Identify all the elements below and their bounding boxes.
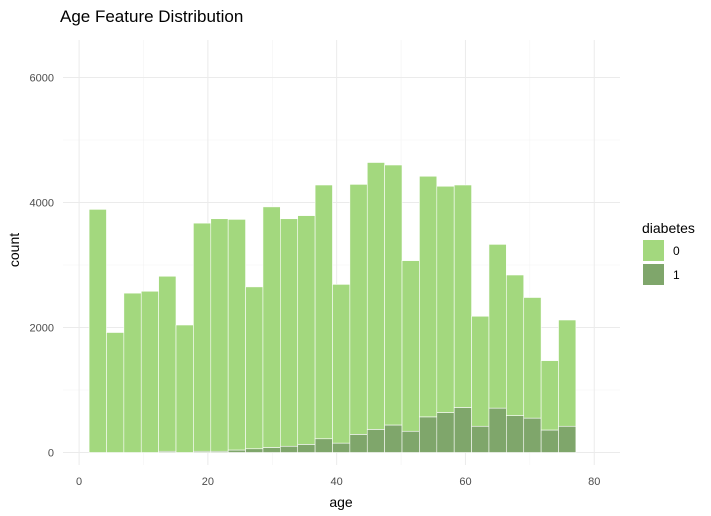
legend-label-0: 0: [673, 244, 680, 258]
bar-diabetes-0: [262, 206, 281, 448]
bar-diabetes-0: [540, 360, 559, 431]
bar-diabetes-0: [106, 332, 125, 453]
bars: [88, 162, 577, 453]
bar-diabetes-1: [506, 415, 525, 453]
bar-diabetes-0: [471, 315, 490, 427]
bar-diabetes-0: [297, 215, 316, 445]
bar-diabetes-0: [523, 297, 542, 419]
bar-diabetes-1: [453, 407, 472, 453]
x-tick-label: 0: [76, 476, 82, 488]
bar-diabetes-0: [227, 219, 246, 451]
bar-diabetes-1: [280, 445, 299, 453]
legend: diabetes 0 1: [642, 220, 695, 285]
bar-diabetes-0: [245, 286, 264, 450]
legend-title: diabetes: [642, 220, 695, 236]
bar-diabetes-1: [332, 442, 351, 453]
x-tick-label: 60: [459, 476, 471, 488]
x-tick-label: 20: [202, 476, 214, 488]
bar-diabetes-0: [453, 184, 472, 408]
bar-diabetes-0: [419, 175, 438, 418]
bar-diabetes-0: [175, 324, 194, 453]
bar-diabetes-1: [297, 444, 316, 453]
x-tick-label: 40: [331, 476, 343, 488]
bar-diabetes-1: [471, 425, 490, 453]
bar-diabetes-1: [227, 449, 246, 453]
bar-diabetes-1: [262, 447, 281, 453]
bar-diabetes-1: [401, 430, 420, 453]
y-tick-label: 4000: [30, 198, 54, 210]
x-axis-label: age: [329, 494, 353, 510]
y-tick-label: 0: [48, 448, 54, 460]
y-axis-label: count: [6, 233, 22, 267]
bar-diabetes-1: [314, 438, 333, 453]
bar-diabetes-0: [366, 162, 385, 430]
legend-label-1: 1: [673, 268, 680, 282]
y-tick-labels: 0 2000 4000 6000: [30, 73, 54, 460]
bar-diabetes-0: [193, 222, 212, 452]
bar-diabetes-1: [384, 424, 403, 453]
bar-diabetes-1: [245, 448, 264, 453]
bar-diabetes-0: [123, 292, 142, 453]
bar-diabetes-0: [280, 218, 299, 447]
bar-diabetes-1: [523, 417, 542, 453]
bar-diabetes-1: [558, 425, 577, 453]
bar-diabetes-0: [210, 218, 229, 452]
bar-diabetes-0: [384, 164, 403, 426]
bar-diabetes-0: [401, 260, 420, 432]
bar-diabetes-1: [419, 416, 438, 453]
bar-diabetes-0: [88, 209, 107, 453]
bar-diabetes-0: [314, 184, 333, 440]
bar-diabetes-0: [349, 184, 368, 435]
chart-title: Age Feature Distribution: [60, 7, 243, 26]
x-tick-label: 80: [588, 476, 600, 488]
bar-diabetes-0: [506, 274, 525, 416]
legend-swatch-1: [643, 264, 664, 285]
bar-diabetes-1: [366, 429, 385, 453]
legend-swatch-0: [643, 240, 664, 261]
bar-diabetes-0: [436, 185, 455, 413]
bar-diabetes-0: [488, 244, 507, 409]
y-tick-label: 2000: [30, 323, 54, 335]
bar-diabetes-1: [488, 407, 507, 453]
bar-diabetes-0: [140, 290, 159, 453]
bar-diabetes-1: [540, 429, 559, 453]
x-tick-labels: 0 20 40 60 80: [76, 476, 600, 488]
bar-diabetes-0: [158, 275, 177, 452]
bar-diabetes-1: [349, 434, 368, 453]
y-tick-label: 6000: [30, 73, 54, 85]
bar-diabetes-0: [332, 284, 351, 444]
bar-diabetes-0: [558, 319, 577, 427]
bar-diabetes-1: [436, 412, 455, 453]
